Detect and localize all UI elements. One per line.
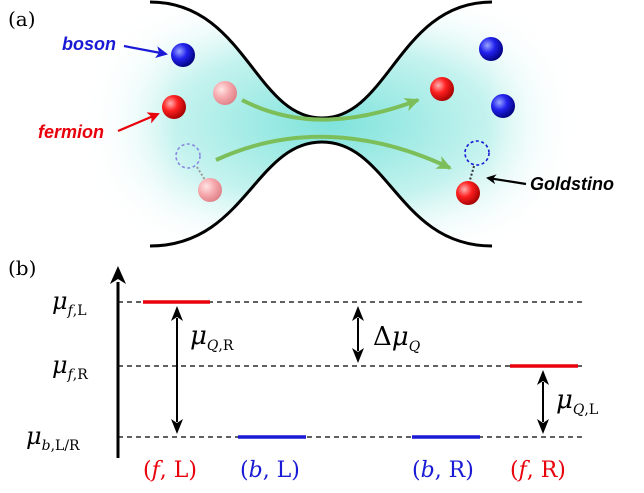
goldstino-ring-left xyxy=(175,143,201,169)
label-delta-mu-Q: ΔμQ xyxy=(373,322,421,355)
flow-arrow-lower xyxy=(215,134,452,170)
category-b-R: (b, R) xyxy=(412,458,474,483)
goldstino-callout-label: Goldstino xyxy=(530,174,614,194)
boson-particle-right-top xyxy=(479,37,503,61)
fermion-faded-particle-upper xyxy=(213,81,237,105)
category-f-L: (f, L) xyxy=(143,458,197,483)
gap-arrow-delta-head-top xyxy=(352,306,364,321)
channel-lower-wall xyxy=(149,140,493,248)
channel xyxy=(88,0,575,248)
panel-b-label: (b) xyxy=(8,256,36,280)
channel-edge-fade xyxy=(88,2,575,246)
category-f-R: (f, R) xyxy=(510,458,566,483)
fermion-particle-left xyxy=(162,95,186,119)
gap-arrow-mu-Q-R-head-top xyxy=(171,306,183,321)
fermion-callout-label: fermion xyxy=(38,122,104,142)
goldstino-link-right xyxy=(469,165,475,181)
label-mu-Q-L: μQ,L xyxy=(556,385,598,418)
goldstino-link-left xyxy=(196,166,206,181)
boson-particle-right-mid xyxy=(491,94,515,118)
label-mu-f-L: μf,L xyxy=(52,287,87,319)
category-labels: (f, L) (b, L) (b, R) (f, R) xyxy=(143,458,566,483)
goldstino-ring-right xyxy=(464,140,490,166)
label-mu-f-R: μf,R xyxy=(52,351,88,383)
boson-particle-left xyxy=(171,43,195,67)
goldstino-callout-arrow xyxy=(486,174,527,186)
boson-callout-label: boson xyxy=(62,34,116,54)
flow-arrow-upper xyxy=(241,98,420,122)
panel-a-label: (a) xyxy=(8,7,36,31)
fermion-particle-right-bottom xyxy=(456,181,480,205)
fermion-particle-right-top xyxy=(430,77,454,101)
gap-arrow-mu-Q-R-head-bottom xyxy=(171,419,183,434)
gap-arrow-delta-head-bottom xyxy=(352,348,364,363)
fermion-faded-particle-lower xyxy=(198,178,222,202)
boson-callout-arrow xyxy=(123,44,168,59)
fermion-callout-arrow xyxy=(117,112,160,133)
label-mu-Q-R: μQ,R xyxy=(190,321,234,354)
energy-axis-arrowhead xyxy=(110,266,126,284)
category-b-L: (b, L) xyxy=(240,458,300,483)
gap-arrow-mu-Q-L-head-bottom xyxy=(537,419,549,434)
gap-arrow-mu-Q-L-head-top xyxy=(537,370,549,385)
label-mu-b-LR: μb,L/R xyxy=(26,422,80,454)
